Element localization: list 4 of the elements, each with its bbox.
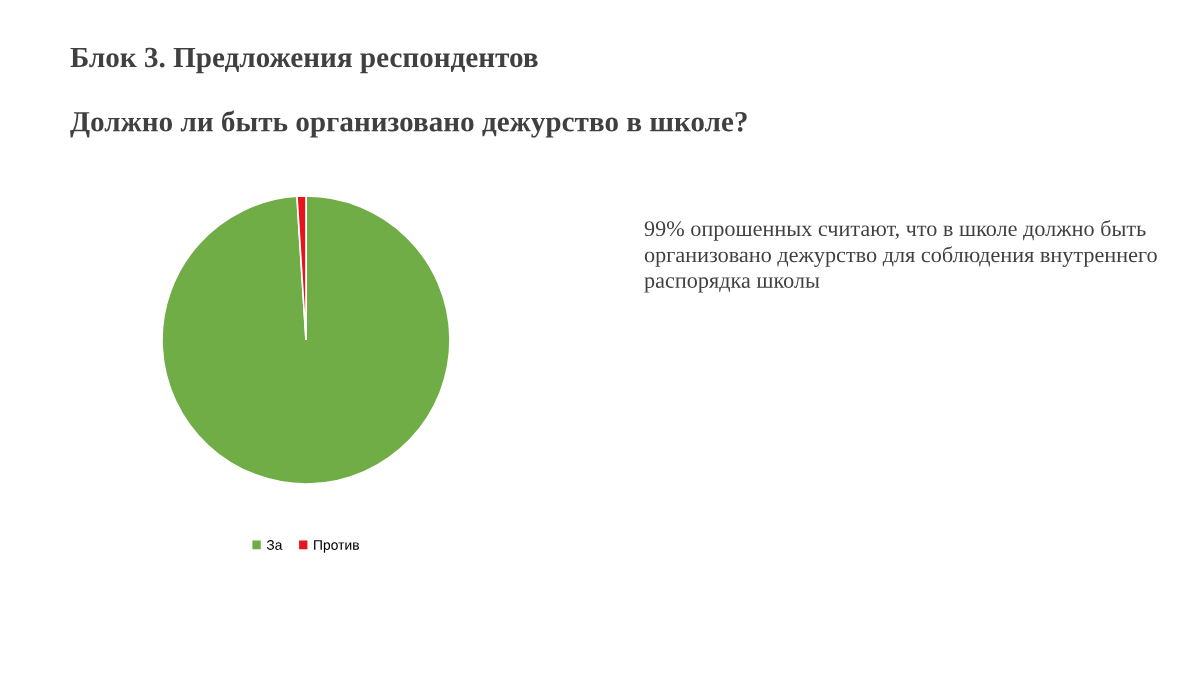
chart-subtitle: Должно ли быть организовано дежурство в школе? — [70, 110, 747, 138]
pie-slice — [161, 195, 451, 485]
text: 99% опрошенных считают, что в школе должно быть организовано дежурство для соблюдения внутреннего распорядка школы — [644, 220, 1157, 293]
chart-title: Блок 3. Предложения респондентов — [70, 47, 538, 74]
